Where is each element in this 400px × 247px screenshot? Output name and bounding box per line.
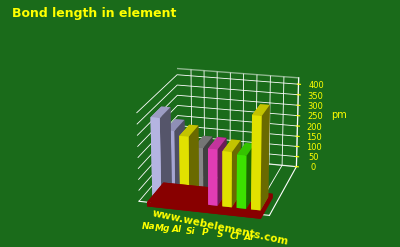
Text: Bond length in element: Bond length in element [12,7,176,21]
Text: www.webelements.com: www.webelements.com [151,208,289,247]
